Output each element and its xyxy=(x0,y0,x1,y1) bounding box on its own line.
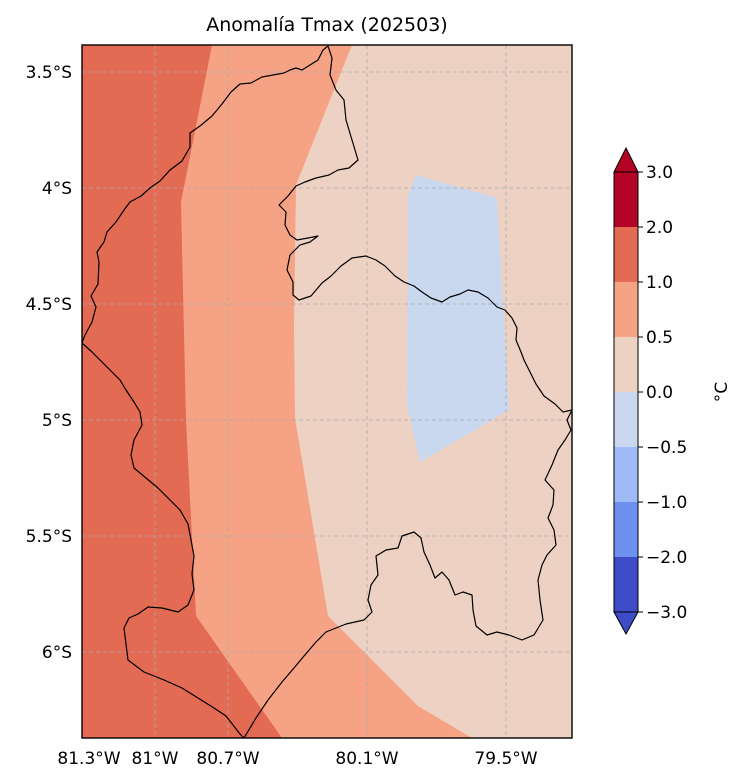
colorbar-segment xyxy=(614,172,638,227)
anomaly-band-m05-to-0 xyxy=(407,175,509,462)
map-title: Anomalía Tmax (202503) xyxy=(206,14,447,36)
colorbar-tick-label: −2.0 xyxy=(646,548,687,568)
lon-tick-label: 80.1°W xyxy=(335,749,398,769)
region-boundary xyxy=(278,45,572,413)
colorbar-tick-label: 0.0 xyxy=(646,383,673,403)
lon-tick-label: 80.7°W xyxy=(196,749,259,769)
lat-tick-label: 4°S xyxy=(42,179,72,199)
lat-tick-label: 5.5°S xyxy=(26,527,72,547)
longitude-axis: 81.3°W 81°W 80.7°W 80.1°W 79.5°W xyxy=(57,749,537,769)
west-coast-boundary xyxy=(82,342,245,738)
colorbar-tick-label: −3.0 xyxy=(646,603,687,623)
colorbar-tick-label: −0.5 xyxy=(646,438,687,458)
coastline-boundary xyxy=(82,45,329,344)
lat-tick-label: 4.5°S xyxy=(26,295,72,315)
lon-tick-label: 81.3°W xyxy=(57,749,120,769)
colorbar-segment xyxy=(614,282,638,337)
colorbar-tick-label: 2.0 xyxy=(646,218,673,238)
gridlines xyxy=(82,45,572,738)
latitude-axis: 3.5°S 4°S 4.5°S 5°S 5.5°S 6°S xyxy=(26,63,72,663)
lon-tick-label: 81°W xyxy=(132,749,179,769)
colorbar-segment xyxy=(614,557,638,612)
colorbar-unit-label: °C xyxy=(712,382,732,402)
colorbar-extend-top xyxy=(613,146,639,173)
boundaries xyxy=(82,45,572,738)
lat-tick-label: 6°S xyxy=(42,643,72,663)
south-region-boundary xyxy=(243,409,572,738)
colorbar-segment xyxy=(614,502,638,557)
colorbar-segment xyxy=(614,337,638,392)
lat-tick-label: 3.5°S xyxy=(26,63,72,83)
colorbar-tick-label: 0.5 xyxy=(646,328,673,348)
colorbar-segment xyxy=(614,392,638,447)
map-frame xyxy=(81,44,573,739)
colorbar-extend-bottom xyxy=(613,611,639,636)
colorbar-tick-label: 1.0 xyxy=(646,273,673,293)
colorbar-segment xyxy=(614,227,638,282)
anomaly-field xyxy=(82,45,572,738)
colorbar: 3.0 2.0 1.0 0.5 0.0 −0.5 −1.0 −2.0 −3.0 °C xyxy=(613,146,732,636)
colorbar-tick-label: 3.0 xyxy=(646,163,673,183)
colorbar-segment xyxy=(614,447,638,502)
lon-tick-label: 79.5°W xyxy=(474,749,537,769)
colorbar-tick-label: −1.0 xyxy=(646,493,687,513)
lat-tick-label: 5°S xyxy=(42,411,72,431)
